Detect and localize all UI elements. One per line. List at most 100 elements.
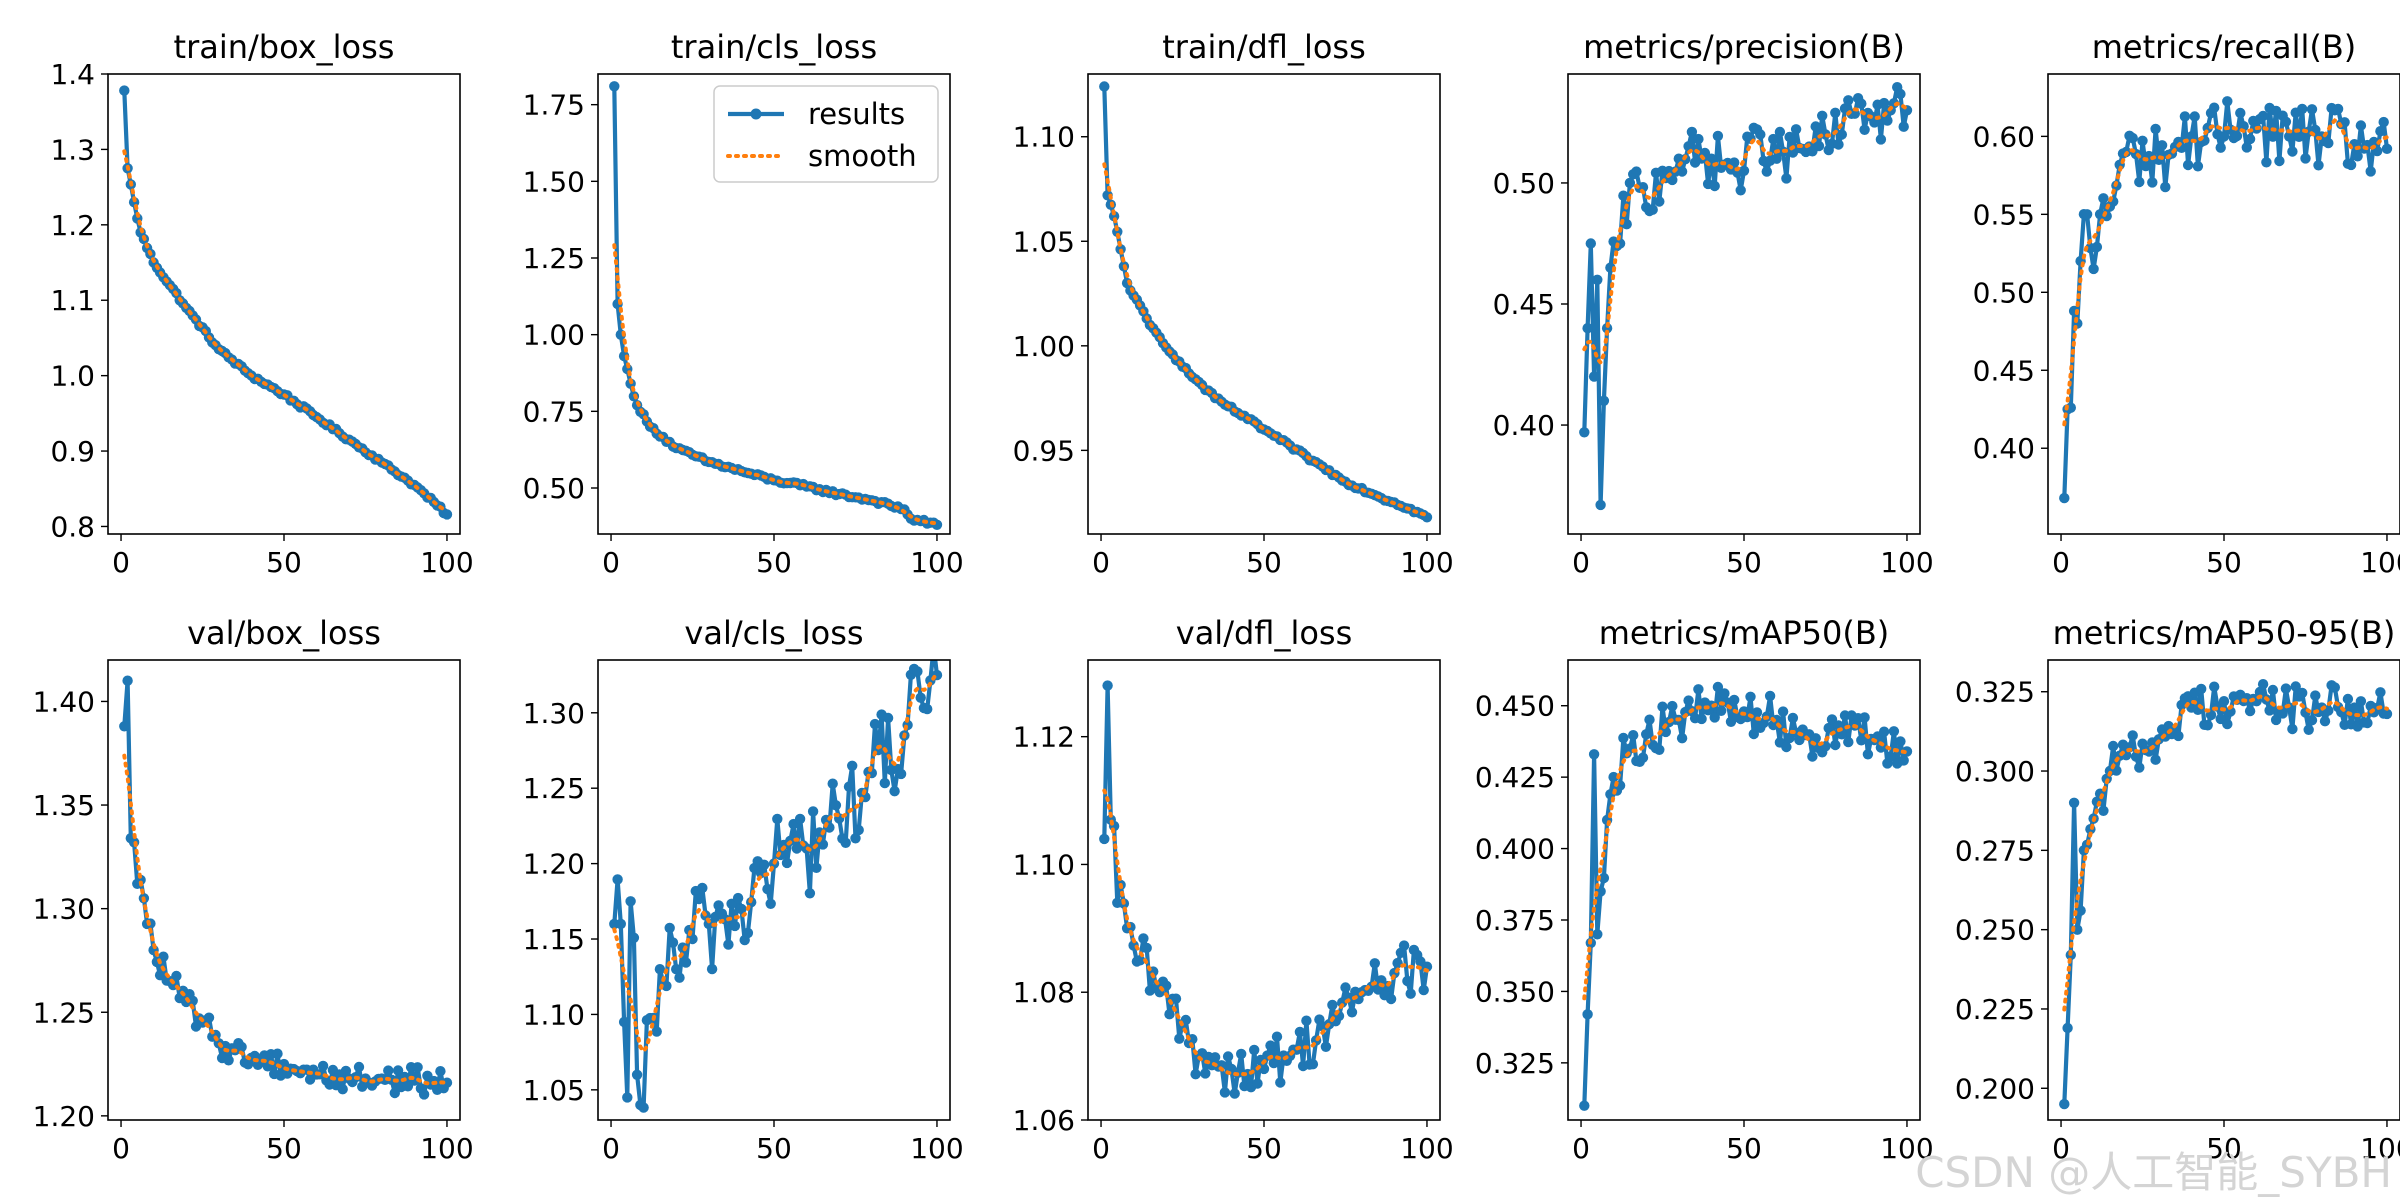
results-point [850, 833, 861, 844]
y-tick-label: 1.1 [50, 284, 95, 317]
results-point [1885, 751, 1896, 762]
axes-frame [107, 659, 461, 1121]
results-point [2134, 762, 2145, 773]
results-point [1657, 701, 1668, 712]
results-point [1813, 140, 1825, 152]
x-tick-label: 0 [602, 1132, 620, 1165]
y-tick-label: 1.20 [33, 1100, 95, 1133]
results-point [2137, 135, 2148, 146]
results-point [1582, 1009, 1593, 1020]
results-point [1654, 196, 1665, 207]
results-point [1882, 115, 1893, 126]
results-point [1141, 942, 1152, 954]
smooth-line [2062, 694, 2389, 1012]
results-point [1751, 707, 1763, 718]
y-tick-label: 1.4 [50, 58, 95, 91]
results-point [762, 883, 773, 895]
results-point [1644, 714, 1655, 725]
results-point [2264, 705, 2275, 716]
results-point [847, 760, 858, 771]
results-point [2241, 142, 2252, 153]
y-tick-label: 1.10 [523, 998, 585, 1031]
results-point [2059, 1098, 2070, 1110]
results-point [435, 1066, 446, 1077]
results-point [353, 1061, 365, 1073]
results-point [2108, 740, 2119, 752]
results-point [1901, 746, 1913, 757]
subplot-8: metrics/mAP50(B) 0 50 100 0.325 0.350 0.375 0.4… [1475, 614, 1934, 1165]
results-point [1102, 680, 1113, 691]
subplot-title: metrics/recall(B) [2092, 28, 2357, 66]
results-point [2222, 96, 2233, 107]
results-point [2297, 103, 2308, 115]
y-tick-label: 0.75 [523, 395, 585, 428]
subplot-2: train/dfl_loss 0 50 100 0.95 1.00 1.05 1.10 [1013, 28, 1454, 579]
results-point [840, 837, 851, 848]
smooth-line [1582, 101, 1909, 367]
results-line [2062, 99, 2390, 499]
results-point [1676, 733, 1688, 744]
results-point [729, 920, 741, 932]
x-tick-label: 0 [2052, 1132, 2070, 1165]
subplot-title: train/box_loss [174, 28, 395, 66]
results-point [2381, 143, 2393, 154]
results-point [1748, 728, 1760, 740]
y-tick-label: 1.25 [523, 772, 585, 805]
results-point [713, 900, 724, 911]
results-point [2349, 702, 2360, 713]
results-point [1346, 1007, 1358, 1018]
results-point [2297, 687, 2308, 699]
results-point [1875, 134, 1887, 145]
axes-frame [1567, 73, 1921, 535]
results-point [1405, 988, 1416, 999]
subplot-title: metrics/mAP50(B) [1599, 614, 1890, 652]
y-tick-label: 0.9 [50, 435, 95, 468]
results-point [187, 995, 198, 1006]
results-point [119, 721, 130, 732]
results-point [869, 718, 881, 730]
y-tick-label: 1.30 [523, 697, 585, 730]
x-tick-label: 0 [1092, 546, 1110, 579]
results-point [1693, 684, 1704, 695]
results-point [2134, 176, 2145, 188]
y-tick-label: 0.375 [1475, 904, 1555, 937]
plot-area [1099, 680, 1433, 1099]
results-point [2081, 209, 2093, 220]
results-point [736, 903, 747, 915]
results-point [1859, 712, 1870, 723]
results-point [651, 1026, 662, 1037]
results-point [2368, 136, 2380, 148]
results-point [392, 1065, 404, 1076]
y-tick-label: 0.55 [1973, 198, 2035, 231]
results-point [2225, 706, 2236, 717]
results-point [2091, 241, 2103, 253]
results-point [1209, 1052, 1221, 1063]
results-point [879, 777, 890, 789]
y-tick-label: 0.325 [1955, 676, 2035, 709]
x-tick-label: 0 [602, 546, 620, 579]
results-point [2098, 805, 2109, 816]
results-point [1729, 157, 1740, 168]
results-point [2261, 157, 2272, 168]
results-point [2319, 716, 2331, 727]
results-point [2313, 160, 2324, 171]
results-point [2254, 686, 2266, 698]
results-point [1099, 81, 1110, 92]
smooth-line [1102, 162, 1429, 517]
results-point [1595, 499, 1606, 511]
results-point [1693, 133, 1704, 145]
smooth-line [612, 671, 939, 1055]
results-point [922, 703, 933, 715]
results-point [1836, 129, 1848, 140]
x-tick-label: 50 [756, 1132, 792, 1165]
results-point [631, 1069, 643, 1081]
results-point [1667, 174, 1678, 186]
results-point [2156, 140, 2168, 151]
results-point [1190, 1069, 1201, 1080]
results-point [654, 964, 666, 975]
results-point [1716, 705, 1727, 716]
y-tick-label: 0.250 [1955, 914, 2035, 947]
results-point [1592, 929, 1603, 940]
results-point [2231, 130, 2243, 142]
axes-frame [107, 73, 461, 535]
